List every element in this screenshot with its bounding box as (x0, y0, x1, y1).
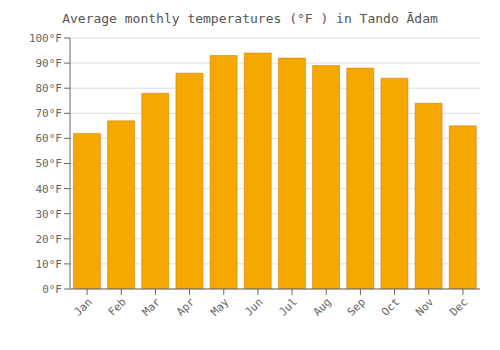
svg-text:Jan: Jan (71, 295, 94, 318)
html-text:Average monthly temperatures (: Average monthly temperatures (°F ) in Ta… (62, 11, 438, 26)
svg-text:Jul: Jul (276, 295, 299, 318)
svg-text:Jun: Jun (242, 295, 265, 318)
svg-text:Feb: Feb (106, 295, 129, 318)
svg-text:30°F: 30°F (36, 208, 63, 221)
svg-text:Oct: Oct (379, 295, 402, 318)
svg-text:Aug: Aug (311, 295, 334, 318)
svg-text:May: May (208, 295, 232, 319)
svg-text:Sep: Sep (345, 295, 368, 318)
svg-text:50°F: 50°F (36, 157, 63, 170)
svg-text:10°F: 10°F (36, 258, 63, 271)
svg-text:Mar: Mar (140, 295, 164, 319)
svg-text:Dec: Dec (447, 295, 470, 318)
svg-text:80°F: 80°F (36, 82, 63, 95)
svg-text:Apr: Apr (174, 295, 198, 319)
svg-text:20°F: 20°F (36, 233, 63, 246)
svg-text:60°F: 60°F (36, 132, 63, 145)
svg-text:90°F: 90°F (36, 57, 63, 70)
svg-text:40°F: 40°F (36, 183, 63, 196)
svg-text:100°F: 100°F (29, 32, 62, 45)
svg-text:70°F: 70°F (36, 107, 63, 120)
svg-text:0°F: 0°F (42, 283, 62, 296)
svg-text:Nov: Nov (413, 295, 437, 319)
